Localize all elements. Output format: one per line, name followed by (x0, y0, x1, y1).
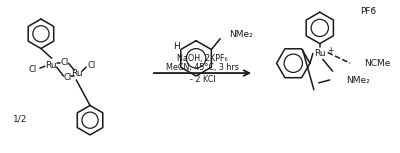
Text: - 2 KCl: - 2 KCl (190, 75, 215, 84)
Text: PF6: PF6 (360, 7, 376, 16)
Text: NaOH, 2KPF₆: NaOH, 2KPF₆ (177, 54, 228, 63)
Text: Cl: Cl (29, 65, 37, 74)
Text: Cl: Cl (88, 61, 96, 70)
Text: ⁻: ⁻ (371, 6, 375, 15)
Text: +: + (328, 46, 334, 55)
Text: Ru: Ru (72, 69, 83, 78)
Text: MeCN, 45°C, 3 hrs: MeCN, 45°C, 3 hrs (166, 63, 239, 72)
Text: Cl: Cl (63, 73, 72, 82)
Text: Cl: Cl (60, 58, 69, 67)
Text: H: H (174, 42, 180, 51)
Text: Ru: Ru (314, 49, 326, 58)
Text: NMe₂: NMe₂ (229, 30, 253, 39)
Text: 1/2: 1/2 (14, 115, 28, 124)
Text: Ru: Ru (45, 61, 56, 70)
Text: NMe₂: NMe₂ (346, 76, 370, 85)
Text: NCMe: NCMe (364, 59, 390, 68)
